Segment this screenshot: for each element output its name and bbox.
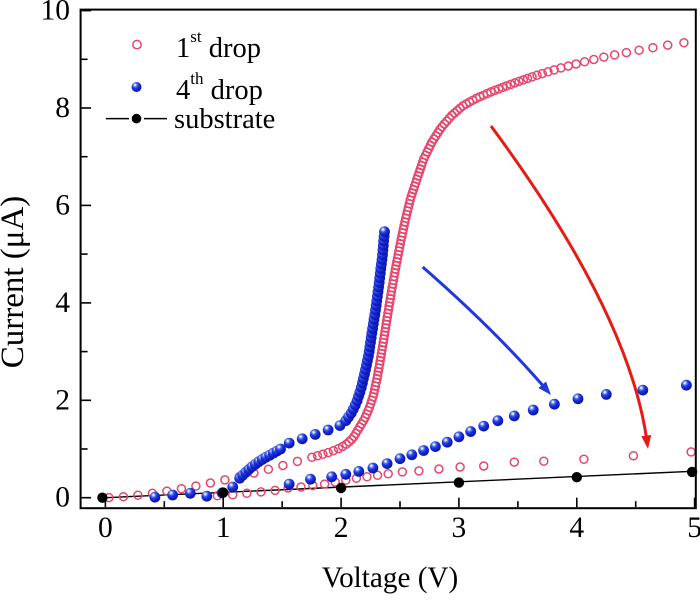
svg-text:2: 2 bbox=[55, 384, 70, 416]
svg-text:10: 10 bbox=[41, 0, 71, 27]
svg-text:Current (μA): Current (μA) bbox=[0, 196, 31, 369]
svg-text:1: 1 bbox=[216, 512, 231, 544]
svg-text:4th drop: 4th drop bbox=[176, 69, 263, 106]
svg-text:0: 0 bbox=[55, 482, 70, 514]
svg-text:6: 6 bbox=[55, 189, 70, 221]
svg-text:Voltage (V): Voltage (V) bbox=[322, 562, 458, 594]
svg-text:0: 0 bbox=[98, 512, 113, 544]
svg-text:2: 2 bbox=[334, 512, 349, 544]
svg-text:4: 4 bbox=[569, 512, 584, 544]
svg-text:3: 3 bbox=[452, 512, 467, 544]
svg-text:4: 4 bbox=[55, 287, 70, 319]
svg-text:5: 5 bbox=[687, 512, 700, 544]
svg-text:1st drop: 1st drop bbox=[176, 27, 261, 64]
svg-text:substrate: substrate bbox=[174, 104, 275, 135]
svg-text:8: 8 bbox=[55, 92, 70, 124]
